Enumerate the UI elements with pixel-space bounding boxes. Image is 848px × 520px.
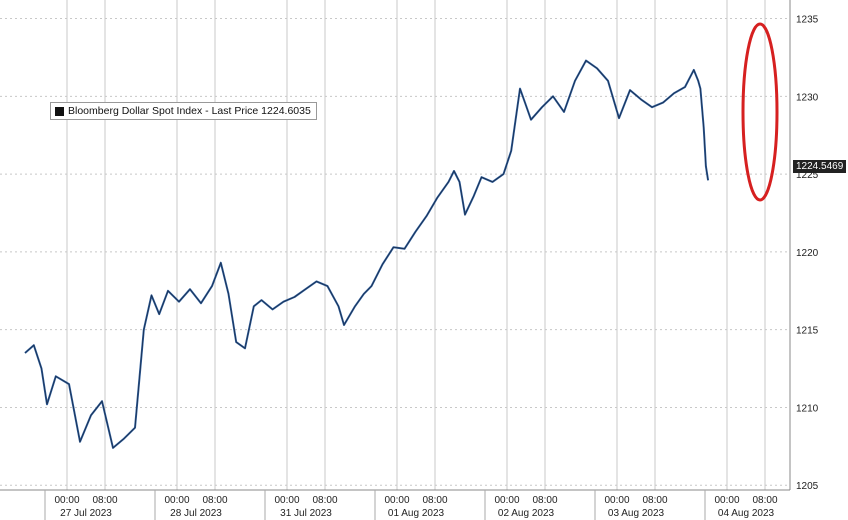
last-price-tag: 1224.5469 bbox=[793, 160, 847, 173]
legend: Bloomberg Dollar Spot Index - Last Price… bbox=[50, 102, 317, 120]
x-tick-time-label: 00:00 bbox=[604, 495, 629, 506]
legend-label: Bloomberg Dollar Spot Index - Last Price… bbox=[68, 105, 311, 117]
x-tick-time-label: 00:00 bbox=[274, 495, 299, 506]
x-tick-date-label: 01 Aug 2023 bbox=[388, 508, 445, 519]
x-tick-date-label: 28 Jul 2023 bbox=[170, 508, 222, 519]
x-tick-time-label: 08:00 bbox=[92, 495, 117, 506]
x-tick-date-label: 02 Aug 2023 bbox=[498, 508, 555, 519]
x-tick-time-label: 08:00 bbox=[312, 495, 337, 506]
x-tick-time-label: 08:00 bbox=[202, 495, 227, 506]
x-tick-date-label: 27 Jul 2023 bbox=[60, 508, 112, 519]
x-tick-date-label: 03 Aug 2023 bbox=[608, 508, 665, 519]
y-tick-label: 1210 bbox=[796, 403, 819, 414]
y-tick-label: 1205 bbox=[796, 481, 819, 492]
y-tick-label: 1235 bbox=[796, 15, 819, 26]
x-tick-date-label: 31 Jul 2023 bbox=[280, 508, 332, 519]
grid bbox=[0, 0, 790, 490]
x-tick-date-label: 04 Aug 2023 bbox=[718, 508, 775, 519]
x-tick-time-label: 00:00 bbox=[494, 495, 519, 506]
series-line-shadow bbox=[24, 60, 709, 449]
x-tick-time-label: 08:00 bbox=[642, 495, 667, 506]
x-tick-time-label: 00:00 bbox=[164, 495, 189, 506]
y-tick-label: 1220 bbox=[796, 248, 819, 259]
x-tick-time-label: 08:00 bbox=[752, 495, 777, 506]
series-layer bbox=[24, 59, 710, 449]
x-axis: 00:00 08:00 27 Jul 2023 00:00 08:00 28 Jul 20… bbox=[0, 489, 790, 520]
legend-swatch bbox=[55, 106, 64, 116]
y-axis: 1205 1210 1215 1220 1225 1230 1235 bbox=[789, 0, 819, 492]
highlight-ellipse bbox=[741, 22, 779, 202]
y-tick-label: 1215 bbox=[796, 326, 819, 337]
y-tick-label: 1230 bbox=[796, 92, 819, 103]
x-tick-time-label: 08:00 bbox=[532, 495, 557, 506]
x-tick-time-label: 08:00 bbox=[422, 495, 447, 506]
y-tick-label: 1225 bbox=[796, 170, 819, 181]
x-tick-time-label: 00:00 bbox=[384, 495, 409, 506]
x-tick-time-label: 00:00 bbox=[54, 495, 79, 506]
x-tick-time-label: 00:00 bbox=[714, 495, 739, 506]
